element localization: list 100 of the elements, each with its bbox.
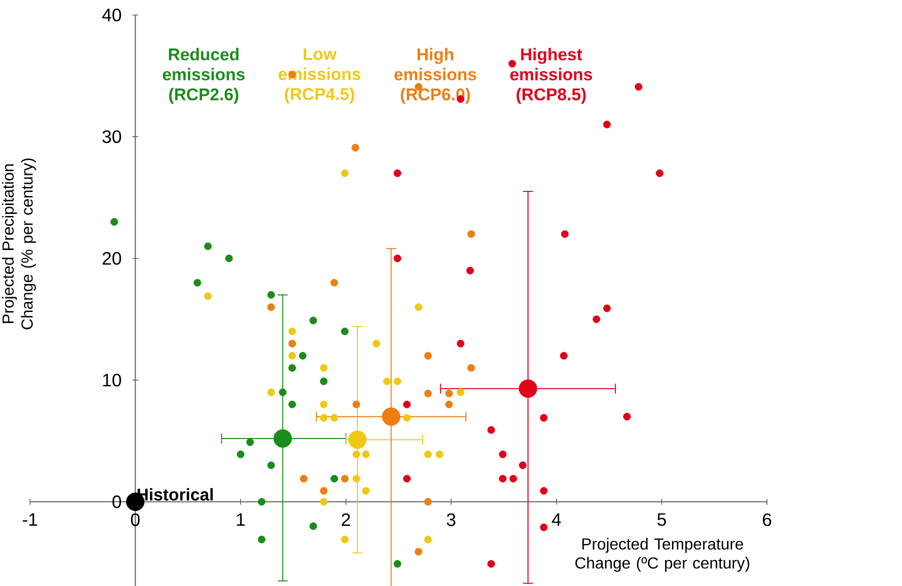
point	[603, 120, 611, 128]
point	[424, 352, 432, 360]
point	[372, 340, 380, 348]
point	[320, 378, 328, 386]
x-tick-label: -1	[22, 513, 38, 526]
point	[288, 340, 296, 348]
point	[414, 548, 422, 556]
point	[288, 352, 296, 360]
point	[394, 378, 402, 386]
point	[561, 230, 569, 238]
point	[383, 378, 391, 386]
point	[278, 388, 286, 396]
point	[467, 364, 475, 372]
point	[330, 474, 338, 482]
point	[424, 498, 432, 506]
point	[300, 474, 308, 482]
point	[540, 414, 548, 422]
point	[320, 498, 328, 506]
point	[348, 430, 367, 449]
point	[267, 303, 275, 311]
x-tick-label: 6	[762, 513, 772, 526]
y-tick-label: 20	[102, 252, 122, 265]
point	[436, 450, 444, 458]
point	[320, 400, 328, 408]
series-label: Highest emissions (RCP8.5)	[510, 48, 592, 104]
point	[352, 450, 360, 458]
point	[352, 144, 360, 152]
point	[246, 438, 254, 446]
point	[445, 400, 453, 408]
point	[341, 474, 349, 482]
text: Reduced emissions (RCP2.6)	[162, 48, 245, 104]
point	[330, 278, 338, 287]
point	[424, 450, 432, 458]
point	[274, 429, 292, 448]
y-tick-label: 40	[102, 8, 122, 22]
point	[424, 536, 432, 544]
point	[498, 450, 507, 458]
point	[487, 560, 495, 568]
point	[341, 328, 349, 336]
point	[204, 292, 212, 300]
point	[518, 461, 527, 470]
point	[194, 278, 202, 287]
x-tick-label: 3	[446, 513, 456, 526]
point	[623, 412, 631, 420]
point	[540, 524, 548, 532]
point	[656, 169, 664, 178]
point	[560, 352, 568, 360]
point	[382, 407, 400, 426]
point	[456, 340, 464, 348]
series-label: High emissions (RCP6.0)	[394, 48, 476, 104]
x-tick-label: 4	[552, 513, 561, 526]
point	[498, 474, 507, 482]
point	[309, 316, 318, 324]
point	[414, 303, 422, 311]
point	[352, 400, 360, 408]
point	[110, 218, 118, 226]
point	[267, 388, 275, 396]
point	[204, 242, 212, 250]
point	[352, 474, 360, 482]
point	[362, 487, 370, 495]
point	[288, 364, 296, 372]
point	[258, 536, 266, 544]
point	[540, 487, 548, 495]
point	[394, 560, 402, 568]
point	[236, 450, 244, 458]
point	[424, 390, 432, 398]
point	[467, 230, 475, 238]
point	[288, 328, 296, 336]
point	[225, 254, 233, 262]
point	[258, 498, 266, 506]
point	[288, 400, 296, 408]
point	[309, 522, 318, 530]
point	[320, 414, 328, 422]
point	[394, 254, 402, 262]
point	[298, 352, 306, 360]
point	[320, 364, 328, 372]
point	[592, 315, 600, 324]
point	[341, 169, 349, 178]
point	[487, 426, 495, 434]
point	[320, 487, 328, 495]
y-tick-label: 30	[102, 130, 122, 144]
point	[508, 60, 516, 68]
y-axis-title: Projected Precipitation Change (% per century)	[2, 158, 36, 330]
point	[403, 414, 411, 422]
point	[394, 169, 402, 178]
x-tick-label: 5	[657, 513, 666, 526]
y-tick-label: 10	[103, 374, 122, 386]
x-axis-title: Projected Temperature Change (ºC per century)	[575, 538, 750, 572]
point	[466, 266, 474, 274]
x-tick-label: 1	[236, 513, 245, 526]
point	[518, 379, 538, 398]
x-tick-label: 2	[342, 513, 350, 526]
point	[445, 390, 453, 398]
point	[456, 388, 464, 396]
point	[403, 400, 411, 408]
point	[330, 414, 338, 422]
point	[509, 474, 518, 482]
point	[634, 83, 642, 91]
point	[603, 304, 611, 312]
point	[403, 474, 411, 482]
